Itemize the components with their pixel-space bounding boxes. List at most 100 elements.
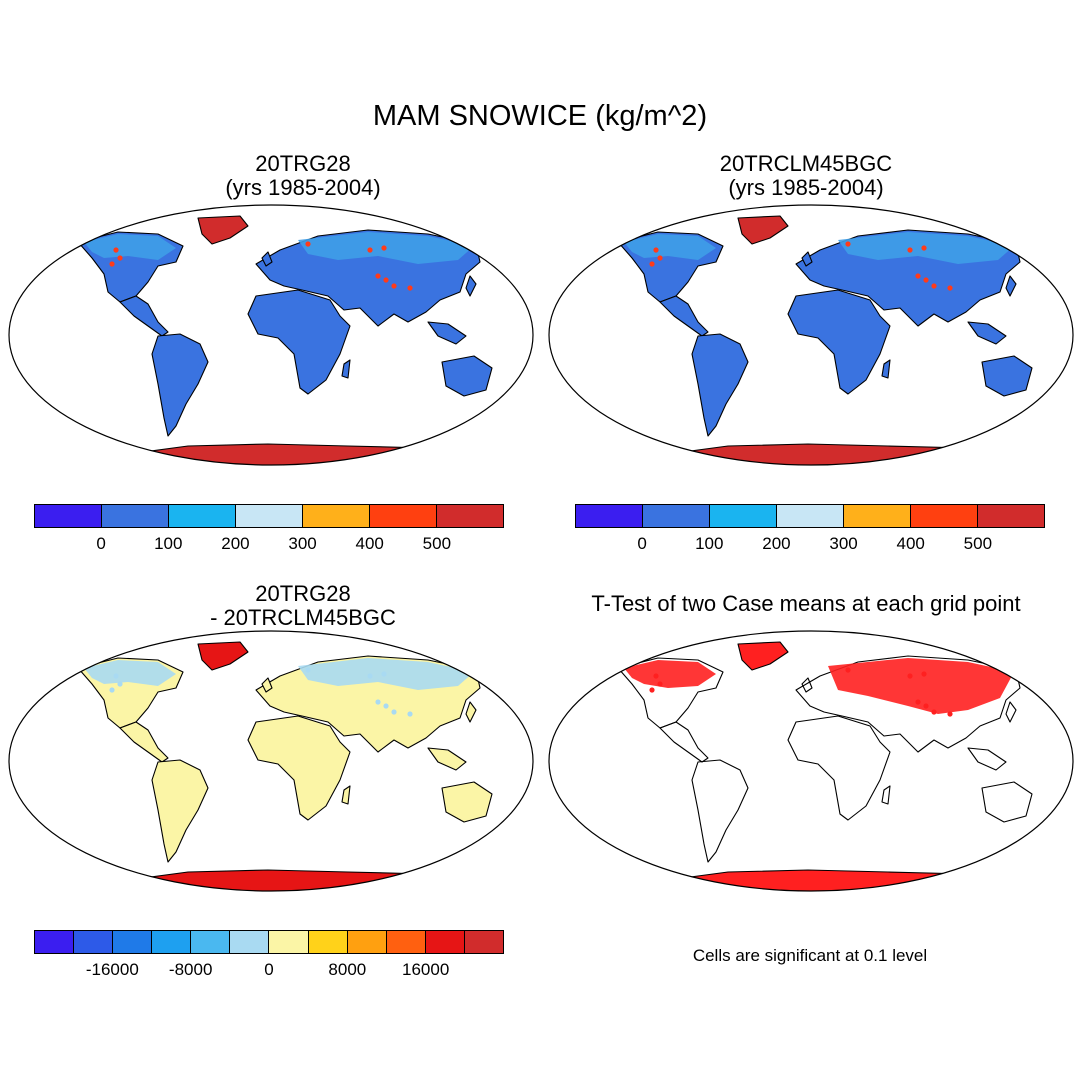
continent-central-america: [659, 295, 709, 337]
colorbar-tick-label: -8000: [168, 960, 213, 979]
colorbar-tick-label: 16000: [402, 960, 450, 979]
world-map-svg: [548, 630, 1074, 892]
hotspot-cell: [381, 671, 387, 677]
panel-3-title-line1: 20TRG28: [255, 581, 351, 606]
colorbar-tick-label: 200: [762, 534, 791, 553]
hotspot-cell: [845, 667, 851, 673]
hotspot-cell: [367, 247, 373, 253]
figure-title: MAM SNOWICE (kg/m^2): [372, 100, 708, 132]
colorbar-tick-label: 0: [264, 960, 274, 979]
colorbar-tick-label: 100: [154, 534, 183, 553]
eurasia-significant-region: [828, 658, 1014, 714]
continent-uk: [801, 251, 813, 267]
colorbar-box: [308, 931, 348, 953]
map-panel-4: [548, 630, 1074, 892]
colorbar-box: [152, 931, 192, 953]
colorbar-box: [464, 931, 503, 953]
continent-japan: [1005, 701, 1017, 723]
hotspot-cell: [383, 277, 389, 283]
hotspot-cell: [915, 699, 921, 705]
hotspot-cell: [947, 285, 953, 291]
hotspot-cell: [113, 673, 119, 679]
continent-north-america: [617, 657, 724, 729]
continent-australia: [441, 781, 493, 823]
colorbar-tick-label: 8000: [328, 960, 367, 979]
panel-1-title: 20TRG28 (yrs 1985-2004): [40, 152, 566, 200]
continent-madagascar: [341, 785, 351, 805]
continent-central-america: [119, 295, 169, 337]
continent-south-america: [691, 333, 749, 437]
panel-2-title-line1: 20TRCLM45BGC: [719, 151, 893, 176]
continent-madagascar: [881, 785, 891, 805]
world-map-svg: [548, 204, 1074, 466]
colorbar-box: [437, 505, 503, 527]
continent-greenland: [737, 641, 789, 671]
colorbar-box: [191, 931, 231, 953]
hotspot-cell: [109, 261, 115, 267]
continent-africa: [247, 289, 351, 395]
colorbar-box: [269, 931, 309, 953]
colorbar-tick-label: 300: [829, 534, 858, 553]
colorbar-top-left: [34, 504, 504, 528]
continent-central-america: [659, 721, 709, 763]
colorbar-top-right-ticks: 0 100 200 300 400 500: [575, 534, 1045, 556]
hotspot-cell: [113, 247, 119, 253]
colorbar-box: [35, 931, 75, 953]
continent-greenland: [737, 215, 789, 245]
colorbar-top-right: [575, 504, 1045, 528]
hotspot-cell: [657, 255, 663, 261]
continent-south-america: [151, 759, 209, 863]
colorbar-box: [386, 931, 426, 953]
hotspot-cell: [921, 245, 927, 251]
colorbar-box: [710, 505, 777, 527]
continent-se-asia: [967, 321, 1007, 345]
colorbar-bottom-left: [34, 930, 504, 954]
colorbar-tick-label: 400: [896, 534, 925, 553]
colorbar-box: [35, 505, 102, 527]
continent-uk: [261, 251, 273, 267]
continent-south-america: [151, 333, 209, 437]
continent-greenland: [197, 641, 249, 671]
panel-1-title-line2: (yrs 1985-2004): [225, 175, 381, 200]
continent-africa: [787, 715, 891, 821]
colorbar-box: [844, 505, 911, 527]
colorbar-box: [576, 505, 643, 527]
hotspot-cell: [653, 673, 659, 679]
continent-australia: [981, 781, 1033, 823]
continent-australia: [981, 355, 1033, 397]
hotspot-cell: [657, 681, 663, 687]
continent-africa: [787, 289, 891, 395]
continent-africa: [247, 715, 351, 821]
colorbar-box: [425, 931, 465, 953]
map-border: [548, 630, 1074, 892]
hotspot-cell: [375, 273, 381, 279]
hotspot-cell: [391, 709, 397, 715]
hotspot-cell: [407, 285, 413, 291]
panel-4-title: T-Test of two Case means at each grid po…: [543, 592, 1069, 616]
colorbar-box: [370, 505, 437, 527]
hotspot-cell: [649, 261, 655, 267]
map-border: [8, 630, 534, 892]
colorbar-bottom-left-ticks: -16000 -8000 0 8000 16000: [34, 960, 504, 982]
map-border: [8, 204, 534, 466]
continent-se-asia: [967, 747, 1007, 771]
continent-se-asia: [427, 321, 467, 345]
continent-antarctica: [647, 443, 1019, 465]
hotspot-cell: [653, 247, 659, 253]
map-panel-2: [548, 204, 1074, 466]
hotspot-cell: [375, 699, 381, 705]
hotspot-cell: [931, 283, 937, 289]
hotspot-cell: [383, 703, 389, 709]
colorbar-box: [978, 505, 1044, 527]
continent-madagascar: [881, 359, 891, 379]
continent-central-america: [119, 721, 169, 763]
continent-eurasia: [795, 655, 1021, 753]
hotspot-cell: [381, 245, 387, 251]
colorbar-box: [236, 505, 303, 527]
panel-1-title-line1: 20TRG28: [255, 151, 351, 176]
colorbar-tick-label: 200: [221, 534, 250, 553]
colorbar-tick-label: 500: [422, 534, 452, 553]
north-america-snow-region: [84, 660, 176, 686]
continent-se-asia: [427, 747, 467, 771]
hotspot-cell: [649, 687, 655, 693]
